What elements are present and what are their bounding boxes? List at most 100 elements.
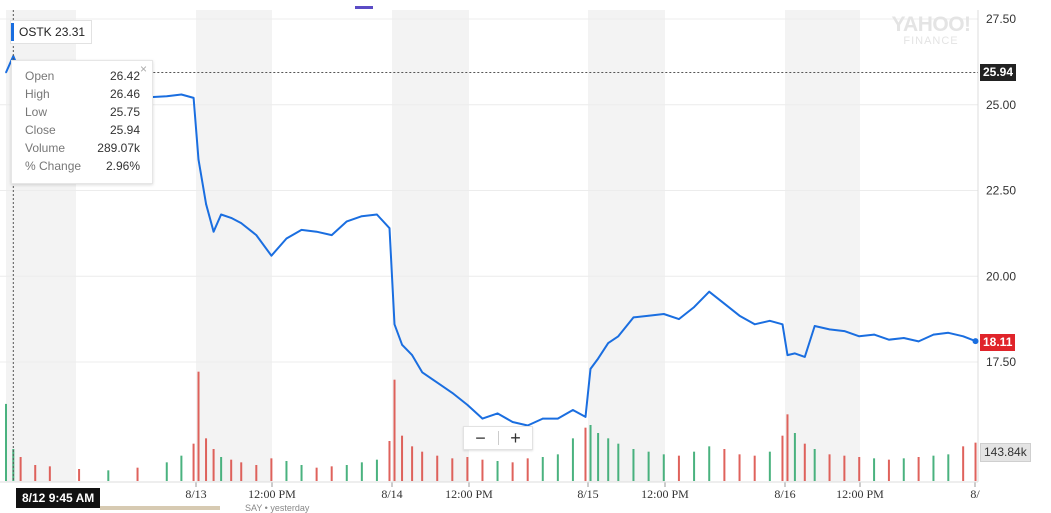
- price-point: [401, 344, 403, 346]
- volume-bar: [738, 454, 741, 481]
- volume-bar: [388, 441, 391, 481]
- volume-bar: [330, 466, 333, 481]
- volume-bar: [932, 455, 935, 481]
- price-point: [285, 237, 288, 240]
- price-point: [794, 352, 796, 355]
- zoom-in-button[interactable]: +: [510, 428, 521, 448]
- overlays: [12, 10, 979, 482]
- x-axis: 8/13 12:00 PM 8/14 12:00 PM 8/15 12:00 PM 8/16…: [0, 481, 980, 501]
- y-tick-label: 27.50: [986, 12, 1016, 26]
- volume-bar: [887, 459, 890, 481]
- volume-bar: [19, 457, 22, 481]
- tooltip-row-close: Close 25.94: [25, 123, 140, 137]
- volume-bar: [451, 458, 454, 481]
- volume-bar: [345, 465, 348, 481]
- volume-bar: [556, 454, 559, 481]
- volume-bar: [180, 455, 183, 481]
- price-point: [197, 158, 200, 161]
- volume-bar: [962, 446, 965, 481]
- volume-bar: [813, 449, 816, 481]
- price-point: [617, 335, 620, 338]
- volume-bar: [662, 454, 665, 481]
- y-tick-label: 20.00: [986, 269, 1016, 283]
- price-point: [572, 409, 574, 411]
- volume-bar: [781, 435, 784, 481]
- price-point: [411, 354, 413, 356]
- price-series: [5, 55, 977, 427]
- volume-bar: [240, 462, 243, 481]
- volume-bar: [597, 433, 600, 481]
- volume-bar: [496, 461, 499, 481]
- price-line: [5, 55, 976, 427]
- legend-swatch: [11, 23, 14, 41]
- price-point: [632, 316, 635, 319]
- volume-bar: [768, 451, 771, 481]
- zoom-out-button[interactable]: −: [475, 428, 486, 448]
- price-point: [496, 412, 499, 415]
- last-price-tag: 18.11: [980, 334, 1016, 351]
- volume-bar: [511, 462, 514, 481]
- series-legend[interactable]: OSTK 23.31: [10, 20, 93, 44]
- price-point: [723, 302, 726, 305]
- price-point: [607, 342, 610, 344]
- session-bands: [6, 10, 860, 482]
- price-point: [584, 416, 587, 418]
- price-point: [255, 234, 258, 236]
- volume-bar: [708, 446, 711, 481]
- yahoo-finance-watermark: YAHOO! FINANCE: [891, 13, 971, 47]
- volume-bar: [632, 449, 635, 481]
- window-accent-mark: [355, 6, 373, 9]
- tooltip-row-volume: Volume 289.07k: [25, 141, 140, 155]
- volume-bar: [192, 443, 195, 481]
- volume-bar: [858, 457, 861, 481]
- x-tick-label: 8/15: [577, 487, 598, 501]
- y-tick-label: 25.00: [986, 98, 1016, 112]
- volume-bar: [571, 438, 574, 481]
- volume-bar: [197, 371, 200, 481]
- volume-bar: [393, 379, 396, 481]
- volume-bar: [723, 449, 726, 481]
- price-point: [393, 323, 396, 326]
- news-thumbnail: [100, 506, 220, 510]
- tooltip-row-high: High 26.46: [25, 87, 140, 101]
- price-point: [481, 417, 484, 420]
- price-point: [947, 332, 950, 334]
- session-band-2: [392, 10, 469, 482]
- price-point: [557, 417, 559, 420]
- price-point: [451, 392, 454, 394]
- price-point: [230, 217, 232, 219]
- volume-bar: [589, 425, 592, 481]
- price-point: [345, 220, 348, 223]
- volume-bar: [526, 458, 529, 481]
- volume-bar: [647, 451, 650, 481]
- price-point: [541, 417, 544, 420]
- session-band-4: [785, 10, 860, 482]
- price-point: [270, 254, 273, 257]
- price-point: [589, 368, 592, 370]
- volume-bar: [902, 458, 905, 481]
- price-point: [858, 335, 861, 338]
- price-point: [5, 71, 7, 74]
- volume-bar: [541, 457, 544, 481]
- volume-bar: [212, 449, 215, 481]
- volume-bar: [786, 414, 789, 481]
- price-point: [693, 306, 695, 308]
- volume-bar: [220, 457, 223, 481]
- price-point: [813, 325, 816, 327]
- volume-bar: [584, 427, 587, 481]
- volume-bar: [34, 465, 37, 481]
- x-tick-label: 12:00 PM: [641, 487, 689, 501]
- volume-bar: [693, 451, 696, 481]
- zoom-divider: [498, 431, 499, 445]
- price-point: [917, 340, 920, 343]
- ohlc-tooltip: × Open 26.42 High 26.46 Low 25.75 Close 25.9…: [11, 60, 153, 184]
- close-icon[interactable]: ×: [139, 62, 147, 76]
- last-price-dot: [972, 338, 979, 345]
- session-band-1: [196, 10, 272, 482]
- price-point: [708, 290, 711, 293]
- tooltip-row-open: Open 26.42: [25, 69, 140, 83]
- volume-bar: [947, 454, 950, 481]
- crosshair-date-label: 8/12 9:45 AM: [16, 488, 101, 508]
- price-point: [511, 421, 514, 423]
